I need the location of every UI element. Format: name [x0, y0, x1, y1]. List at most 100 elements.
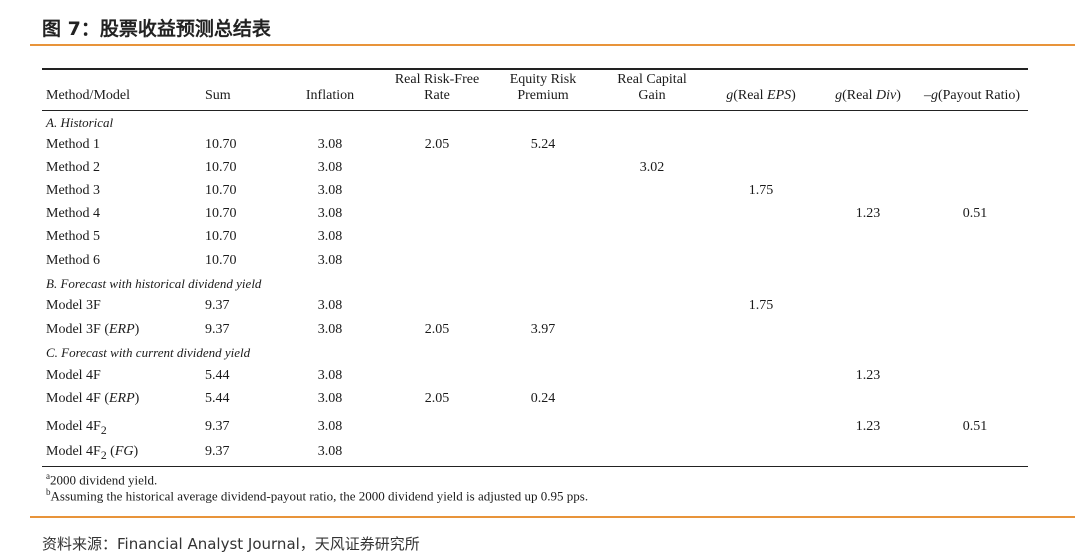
row-name: Method 5	[46, 229, 101, 244]
row-name: Method 3	[46, 183, 101, 198]
row-name: Method 1	[46, 137, 101, 152]
cell-inflation: 3.08	[317, 419, 343, 434]
header-g-eps-it: EPS	[767, 88, 792, 103]
cell-g-div: 1.23	[855, 368, 881, 383]
cell-sum: 10.70	[205, 229, 237, 244]
row-name: Model 4F (ERP)	[46, 391, 139, 407]
header-g-div-g: g	[835, 88, 843, 103]
cell-inflation: 3.08	[317, 444, 343, 459]
header-g-div-close: )	[896, 88, 901, 103]
cell-sum: 10.70	[205, 183, 237, 198]
cell-sum: 5.44	[205, 391, 230, 406]
header-g-pay-rest: (Payout Ratio)	[937, 88, 1021, 103]
cell-g-eps: 1.75	[748, 298, 774, 313]
header-sum: Sum	[205, 88, 231, 103]
cell-inflation: 3.08	[317, 160, 343, 175]
cell-inflation: 3.08	[317, 368, 343, 383]
cell-g-div: 1.23	[855, 206, 881, 221]
cell-inflation: 3.08	[317, 137, 343, 152]
header-equity-risk: Equity Risk Premium	[493, 72, 593, 104]
header-erp-line2: Premium	[517, 88, 569, 103]
header-real-capital: Real Capital Gain	[602, 72, 702, 104]
cell-sum: 10.70	[205, 160, 237, 175]
cell-sum: 9.37	[205, 419, 230, 434]
row-name-end: )	[134, 391, 140, 406]
header-g-eps-open: (Real	[733, 88, 768, 103]
header-g-div-open: (Real	[842, 88, 876, 103]
header-rcg-line1: Real Capital	[617, 72, 687, 87]
table-row: Method 2 10.70 3.08 3.02	[0, 160, 1080, 182]
cell-sum: 10.70	[205, 137, 237, 152]
table-row: Method 3 10.70 3.08 1.75	[0, 183, 1080, 205]
row-name: Method 2	[46, 160, 101, 175]
footnote-a-text: 2000 dividend yield.	[50, 472, 158, 488]
header-g-eps-close: )	[791, 88, 796, 103]
row-name: Model 4F2 (FG)	[46, 444, 138, 462]
row-name-paren: (	[106, 444, 115, 459]
footnote-b-mark: b	[46, 487, 51, 497]
cell-rf: 2.05	[424, 137, 450, 152]
cell-sum: 9.37	[205, 322, 230, 337]
table-row: Model 4F2 (FG) 9.37 3.08	[0, 444, 1080, 466]
cell-inflation: 3.08	[317, 298, 343, 313]
section-b-label: B. Forecast with historical dividend yie…	[46, 276, 262, 291]
cell-g-payout: 0.51	[962, 419, 988, 434]
table-row: Method 6 10.70 3.08	[0, 253, 1080, 275]
row-name: Model 3F (ERP)	[46, 322, 139, 338]
table-row: Method 1 10.70 3.08 2.05 5.24	[0, 137, 1080, 159]
cell-inflation: 3.08	[317, 322, 343, 337]
table-row: Model 4F (ERP) 5.44 3.08 2.05 0.24	[0, 391, 1080, 413]
header-g-div-it: Div	[875, 88, 897, 103]
cell-g-eps: 1.75	[748, 183, 774, 198]
cell-rf: 2.05	[424, 322, 450, 337]
cell-g-div: 1.23	[855, 419, 881, 434]
cell-erp: 5.24	[530, 137, 556, 152]
header-erp-line1: Equity Risk	[509, 72, 577, 87]
cell-sum: 5.44	[205, 368, 230, 383]
row-name-main: Model 3F (	[46, 322, 109, 337]
header-inflation: Inflation	[305, 88, 355, 103]
cell-erp: 0.24	[530, 391, 556, 406]
header-g-pay-g: –g	[923, 88, 938, 103]
row-name-italic: ERP	[109, 391, 135, 406]
table-row: Model 3F (ERP) 9.37 3.08 2.05 3.97	[0, 322, 1080, 344]
row-name: Method 4	[46, 206, 101, 221]
footnote-b: bAssuming the historical average dividen…	[46, 487, 588, 504]
cell-g-payout: 0.51	[962, 206, 988, 221]
row-name-main: Model 4F	[46, 444, 101, 459]
table-row: Method 5 10.70 3.08	[0, 229, 1080, 251]
row-name: Model 4F2	[46, 419, 107, 437]
top-orange-rule	[30, 44, 1075, 46]
cell-rf: 2.05	[424, 391, 450, 406]
source-line: 资料来源：Financial Analyst Journal，天风证券研究所	[42, 535, 420, 553]
table-row: Model 3F 9.37 3.08 1.75	[0, 298, 1080, 320]
table-row: Model 4F2 9.37 3.08 1.23 0.51	[0, 419, 1080, 441]
row-name-end: )	[134, 322, 140, 337]
row-name: Model 3F	[46, 298, 101, 313]
section-a-label: A. Historical	[46, 115, 114, 130]
table-row: Method 4 10.70 3.08 1.23 0.51	[0, 206, 1080, 228]
row-name-subscript: 2	[100, 448, 107, 462]
table-top-rule	[42, 68, 1028, 70]
table-bottom-rule	[42, 466, 1028, 467]
header-rf-line2: Rate	[424, 88, 450, 103]
cell-inflation: 3.08	[317, 391, 343, 406]
row-name-subscript: 2	[100, 423, 107, 437]
row-name-end: )	[133, 444, 139, 459]
cell-sum: 10.70	[205, 253, 237, 268]
header-rcg-line2: Gain	[638, 88, 666, 103]
row-name-italic: ERP	[109, 322, 135, 337]
cell-sum: 9.37	[205, 298, 230, 313]
header-g-payout: –g(Payout Ratio)	[916, 88, 1028, 104]
cell-sum: 10.70	[205, 206, 237, 221]
cell-inflation: 3.08	[317, 183, 343, 198]
cell-rcg: 3.02	[639, 160, 665, 175]
figure-title: 图 7：股票收益预测总结表	[42, 18, 271, 40]
header-bottom-rule	[42, 110, 1028, 111]
bottom-orange-rule	[30, 516, 1075, 518]
row-name-main: Model 4F (	[46, 391, 109, 406]
header-rf-line1: Real Risk-Free	[394, 72, 480, 87]
cell-inflation: 3.08	[317, 229, 343, 244]
header-g-real-eps: g(Real EPS)	[711, 88, 811, 104]
cell-sum: 9.37	[205, 444, 230, 459]
